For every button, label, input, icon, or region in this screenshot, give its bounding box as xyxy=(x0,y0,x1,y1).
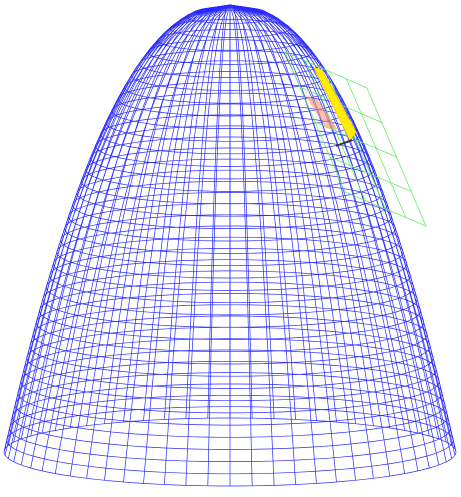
wireframe-scene xyxy=(0,0,461,497)
longitude-line xyxy=(87,5,230,426)
longitude-line xyxy=(21,5,230,439)
longitude-line xyxy=(230,5,373,426)
paraboloid-mesh xyxy=(4,5,456,486)
longitude-line xyxy=(124,5,231,422)
longitude-line xyxy=(230,5,439,439)
longitude-line xyxy=(186,5,230,419)
longitude-line xyxy=(230,5,274,419)
page: (() => { const NS = 'http://www.w3.org/2… xyxy=(0,0,461,497)
